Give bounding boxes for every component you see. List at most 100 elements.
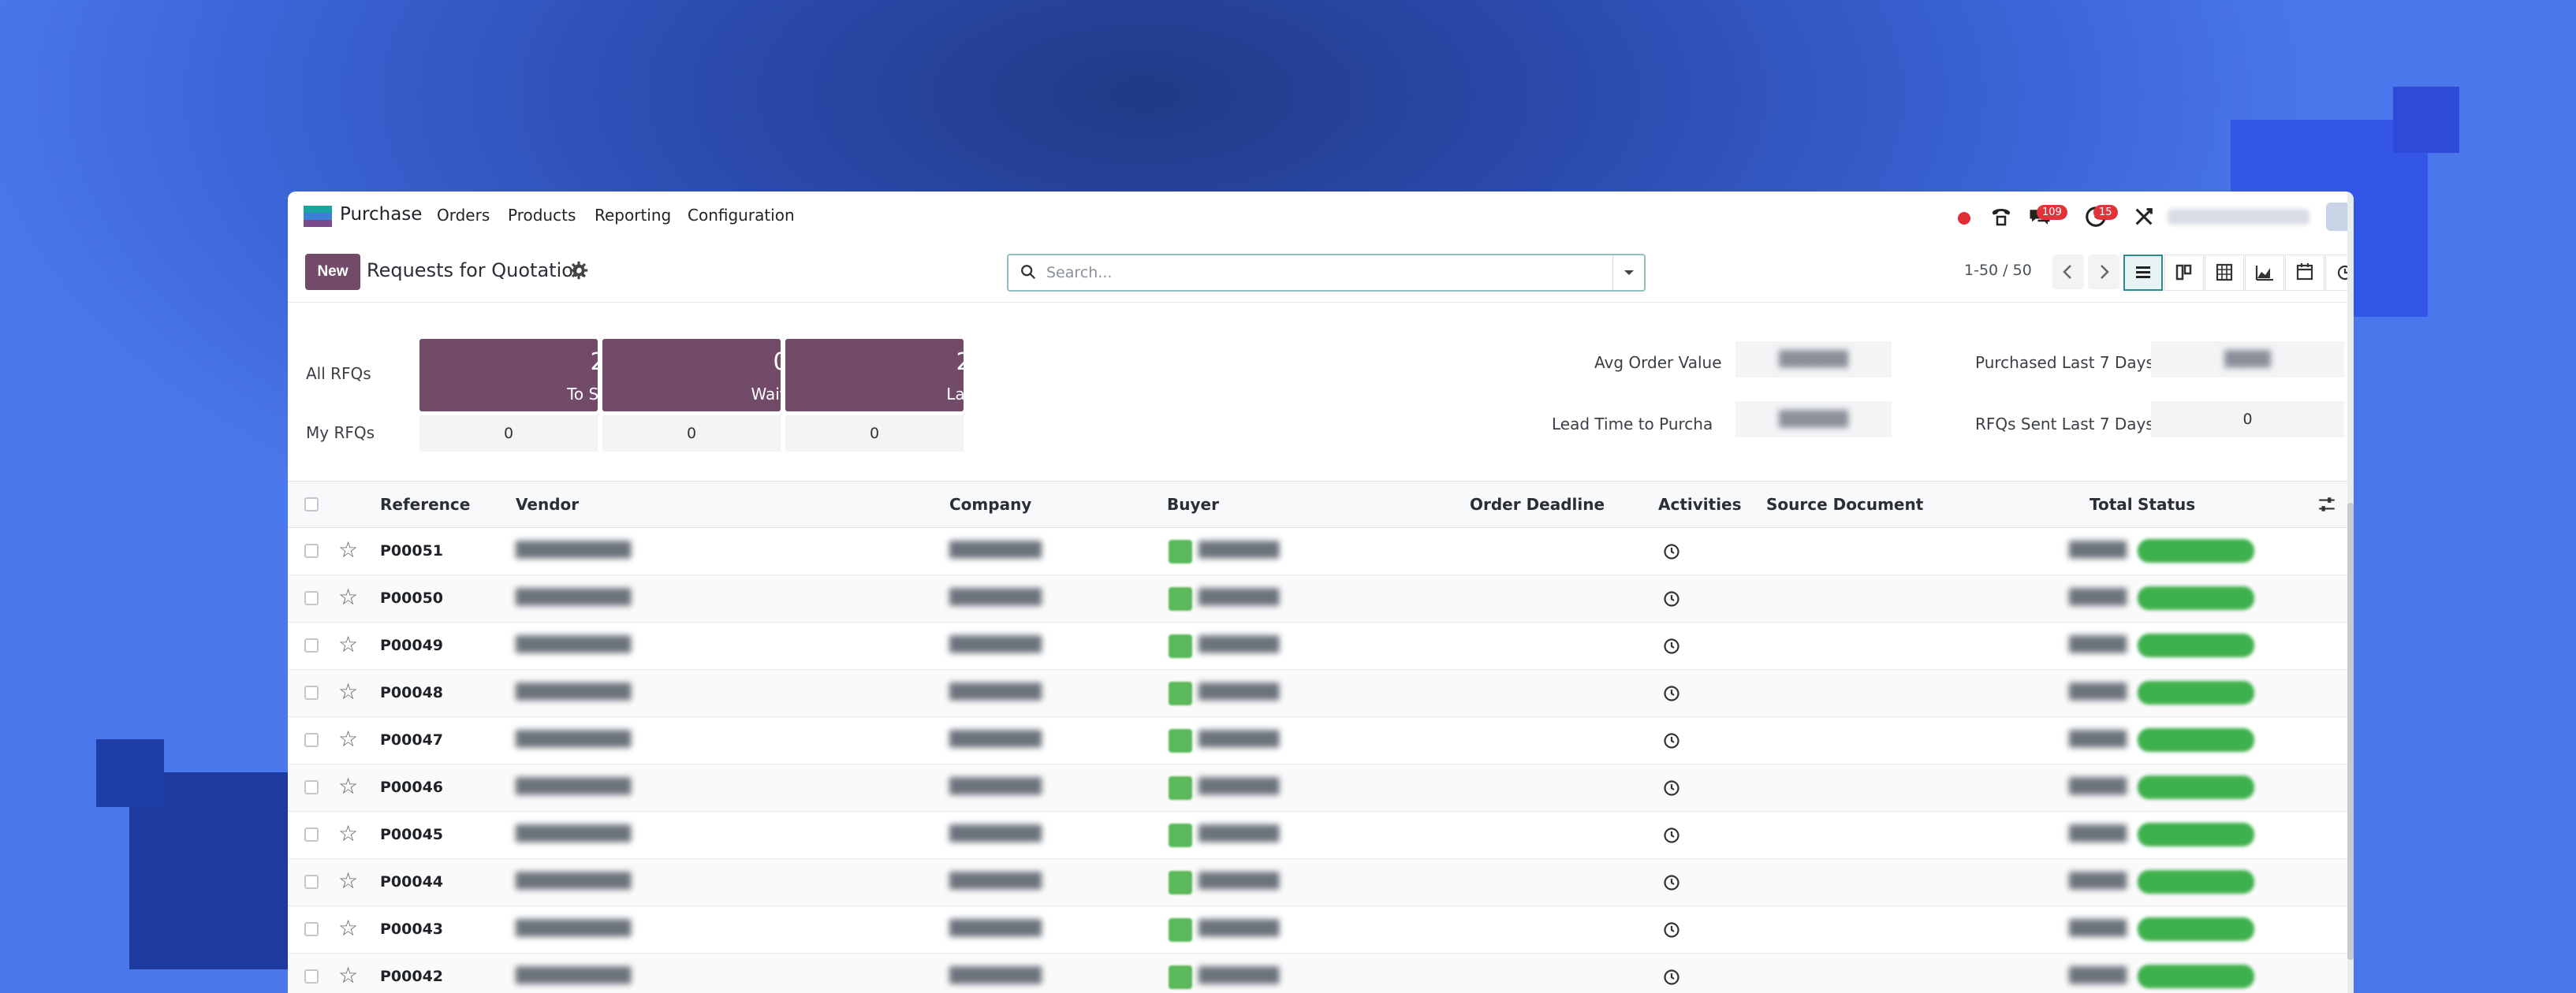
column-reference[interactable]: Reference [380, 495, 471, 514]
activity-clock-icon[interactable] [1662, 684, 1681, 703]
activity-clock-icon[interactable] [1662, 542, 1681, 561]
activity-clock-icon[interactable] [1662, 826, 1681, 845]
user-company-name[interactable] [2168, 209, 2309, 225]
pager-next-button[interactable] [2088, 255, 2119, 289]
star-icon[interactable]: ☆ [338, 868, 359, 894]
late-tile[interactable]: 2 Late [785, 339, 981, 411]
kanban-view-button[interactable] [2164, 255, 2204, 291]
row-reference[interactable]: P00042 [380, 968, 444, 985]
column-status[interactable]: Status [2138, 495, 2196, 514]
activity-clock-icon[interactable] [1662, 968, 1681, 987]
row-reference[interactable]: P00051 [380, 542, 444, 560]
star-icon[interactable]: ☆ [338, 726, 359, 752]
row-reference[interactable]: P00045 [380, 826, 444, 843]
row-vendor: ██████████ [516, 967, 632, 984]
my-late-count[interactable]: 0 [785, 415, 964, 452]
column-company[interactable]: Company [949, 495, 1032, 514]
search-options-toggle[interactable] [1612, 255, 1644, 290]
background-decoration [96, 739, 164, 807]
table-row[interactable]: ☆ P00049 ██████████ ████████ ███████ █████ [288, 623, 2354, 670]
row-checkbox[interactable] [304, 922, 319, 936]
new-button[interactable]: New [305, 254, 360, 290]
row-checkbox[interactable] [304, 544, 319, 558]
star-icon[interactable]: ☆ [338, 631, 359, 657]
lead-time-label: Lead Time to Purcha [1552, 415, 1713, 433]
star-icon[interactable]: ☆ [338, 679, 359, 705]
table-row[interactable]: ☆ P00051 ██████████ ████████ ███████ █████ [288, 528, 2354, 575]
search-box[interactable] [1007, 254, 1646, 292]
row-reference[interactable]: P00048 [380, 684, 444, 701]
star-icon[interactable]: ☆ [338, 584, 359, 610]
column-order-deadline[interactable]: Order Deadline [1470, 495, 1605, 514]
vertical-scrollbar[interactable] [2347, 192, 2354, 993]
row-checkbox[interactable] [304, 733, 319, 747]
optional-columns-sliders-icon[interactable] [2317, 494, 2337, 515]
phone-icon[interactable] [1989, 205, 2013, 229]
row-checkbox[interactable] [304, 828, 319, 842]
app-name[interactable]: Purchase [340, 204, 423, 225]
row-status-badge [2138, 823, 2254, 846]
recording-dot-icon[interactable] [1958, 212, 1970, 225]
pager-value[interactable]: 1-50 / 50 [1964, 262, 2032, 279]
table-row[interactable]: ☆ P00046 ██████████ ████████ ███████ █████ [288, 764, 2354, 812]
my-waiting-count[interactable]: 0 [602, 415, 781, 452]
waiting-count: 0 [773, 348, 788, 376]
list-view-button[interactable] [2123, 255, 2163, 291]
column-buyer[interactable]: Buyer [1167, 495, 1219, 514]
pivot-view-button[interactable] [2205, 255, 2244, 291]
table-row[interactable]: ☆ P00045 ██████████ ████████ ███████ █████ [288, 812, 2354, 859]
star-icon[interactable]: ☆ [338, 915, 359, 941]
search-input[interactable] [1046, 262, 1598, 284]
row-checkbox[interactable] [304, 591, 319, 605]
column-total[interactable]: Total [2090, 495, 2133, 514]
table-row[interactable]: ☆ P00048 ██████████ ████████ ███████ █████ [288, 670, 2354, 717]
column-activities[interactable]: Activities [1658, 495, 1742, 514]
column-source-document[interactable]: Source Document [1766, 495, 1924, 514]
row-checkbox[interactable] [304, 780, 319, 794]
row-reference[interactable]: P00050 [380, 589, 444, 607]
star-icon[interactable]: ☆ [338, 820, 359, 846]
activity-clock-icon[interactable] [1662, 873, 1681, 892]
activity-clock-icon[interactable] [1662, 920, 1681, 939]
row-reference[interactable]: P00044 [380, 873, 444, 891]
table-row[interactable]: ☆ P00044 ██████████ ████████ ███████ █████ [288, 859, 2354, 906]
row-checkbox[interactable] [304, 969, 319, 984]
row-checkbox[interactable] [304, 686, 319, 700]
row-vendor: ██████████ [516, 541, 632, 559]
row-reference[interactable]: P00049 [380, 637, 444, 654]
row-reference[interactable]: P00043 [380, 920, 444, 938]
activity-clock-icon[interactable] [1662, 779, 1681, 798]
row-reference[interactable]: P00047 [380, 731, 444, 749]
table-row[interactable]: ☆ P00050 ██████████ ████████ ███████ █████ [288, 575, 2354, 623]
row-checkbox[interactable] [304, 638, 319, 653]
row-reference[interactable]: P00046 [380, 779, 444, 796]
column-vendor[interactable]: Vendor [516, 495, 580, 514]
activity-clock-icon[interactable] [1662, 637, 1681, 656]
menu-products[interactable]: Products [508, 206, 576, 225]
pager-previous-button[interactable] [2052, 255, 2084, 289]
row-status-badge [2138, 965, 2254, 988]
star-icon[interactable]: ☆ [338, 962, 359, 988]
row-checkbox[interactable] [304, 875, 319, 889]
purchase-app-icon[interactable] [304, 206, 332, 228]
my-to-send-count[interactable]: 0 [419, 415, 598, 452]
row-vendor: ██████████ [516, 589, 632, 606]
activity-clock-icon[interactable] [1662, 731, 1681, 750]
table-row[interactable]: ☆ P00047 ██████████ ████████ ███████ █████ [288, 717, 2354, 764]
table-row[interactable]: ☆ P00042 ██████████ ████████ ███████ █████ [288, 954, 2354, 993]
gear-icon[interactable] [567, 258, 591, 282]
menu-reporting[interactable]: Reporting [595, 206, 672, 225]
star-icon[interactable]: ☆ [338, 773, 359, 799]
table-row[interactable]: ☆ P00043 ██████████ ████████ ███████ █████ [288, 906, 2354, 954]
to-send-tile[interactable]: 2 To Send [419, 339, 628, 411]
menu-orders[interactable]: Orders [437, 206, 490, 225]
row-buyer: ███████ [1199, 541, 1280, 559]
star-icon[interactable]: ☆ [338, 537, 359, 563]
activity-clock-icon[interactable] [1662, 589, 1681, 608]
calendar-view-button[interactable] [2285, 255, 2324, 291]
select-all-checkbox[interactable] [304, 497, 319, 511]
waiting-tile[interactable]: 0 Waiting [602, 339, 811, 411]
menu-configuration[interactable]: Configuration [688, 206, 795, 225]
debug-tools-icon[interactable] [2133, 205, 2155, 229]
graph-view-button[interactable] [2245, 255, 2284, 291]
